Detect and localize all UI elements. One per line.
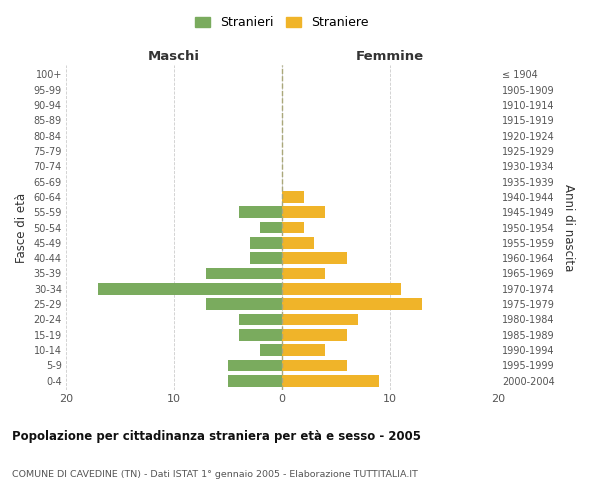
Bar <box>239 329 282 340</box>
Bar <box>260 344 282 356</box>
Text: Popolazione per cittadinanza straniera per età e sesso - 2005: Popolazione per cittadinanza straniera p… <box>12 430 421 443</box>
Bar <box>282 222 304 233</box>
Y-axis label: Fasce di età: Fasce di età <box>15 192 28 262</box>
Bar <box>282 252 347 264</box>
Bar <box>282 268 325 279</box>
Bar <box>228 360 282 371</box>
Bar <box>282 283 401 294</box>
Bar <box>98 283 282 294</box>
Text: Femmine: Femmine <box>356 50 424 62</box>
Bar <box>206 298 282 310</box>
Bar <box>239 206 282 218</box>
Bar <box>228 375 282 386</box>
Bar <box>282 344 325 356</box>
Bar <box>282 237 314 248</box>
Legend: Stranieri, Straniere: Stranieri, Straniere <box>190 11 374 34</box>
Bar <box>260 222 282 233</box>
Bar <box>282 206 325 218</box>
Text: COMUNE DI CAVEDINE (TN) - Dati ISTAT 1° gennaio 2005 - Elaborazione TUTTITALIA.I: COMUNE DI CAVEDINE (TN) - Dati ISTAT 1° … <box>12 470 418 479</box>
Bar <box>282 329 347 340</box>
Bar <box>282 298 422 310</box>
Y-axis label: Anni di nascita: Anni di nascita <box>562 184 575 271</box>
Text: Maschi: Maschi <box>148 50 200 62</box>
Bar <box>282 191 304 202</box>
Bar <box>206 268 282 279</box>
Bar <box>250 237 282 248</box>
Bar <box>250 252 282 264</box>
Bar <box>282 375 379 386</box>
Bar <box>239 314 282 325</box>
Bar <box>282 314 358 325</box>
Bar <box>282 360 347 371</box>
